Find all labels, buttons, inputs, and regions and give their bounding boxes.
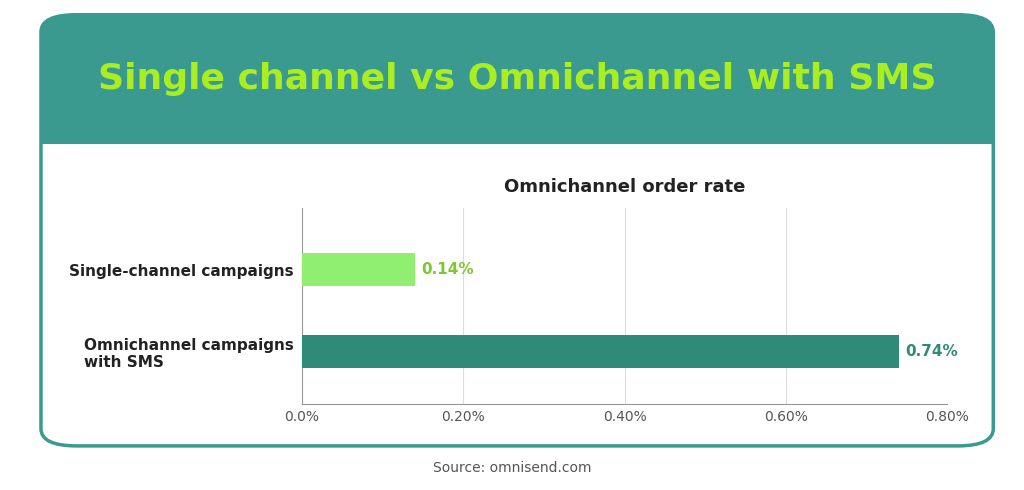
Text: Single channel vs Omnichannel with SMS: Single channel vs Omnichannel with SMS <box>98 62 936 97</box>
Text: 0.74%: 0.74% <box>905 343 958 359</box>
Bar <box>41 79 993 144</box>
Text: Source: omnisend.com: Source: omnisend.com <box>433 461 591 475</box>
Title: Omnichannel order rate: Omnichannel order rate <box>504 177 745 196</box>
FancyBboxPatch shape <box>41 15 993 144</box>
Bar <box>302 253 415 286</box>
Bar <box>302 335 899 368</box>
Text: 0.14%: 0.14% <box>422 262 474 277</box>
FancyBboxPatch shape <box>41 15 993 446</box>
